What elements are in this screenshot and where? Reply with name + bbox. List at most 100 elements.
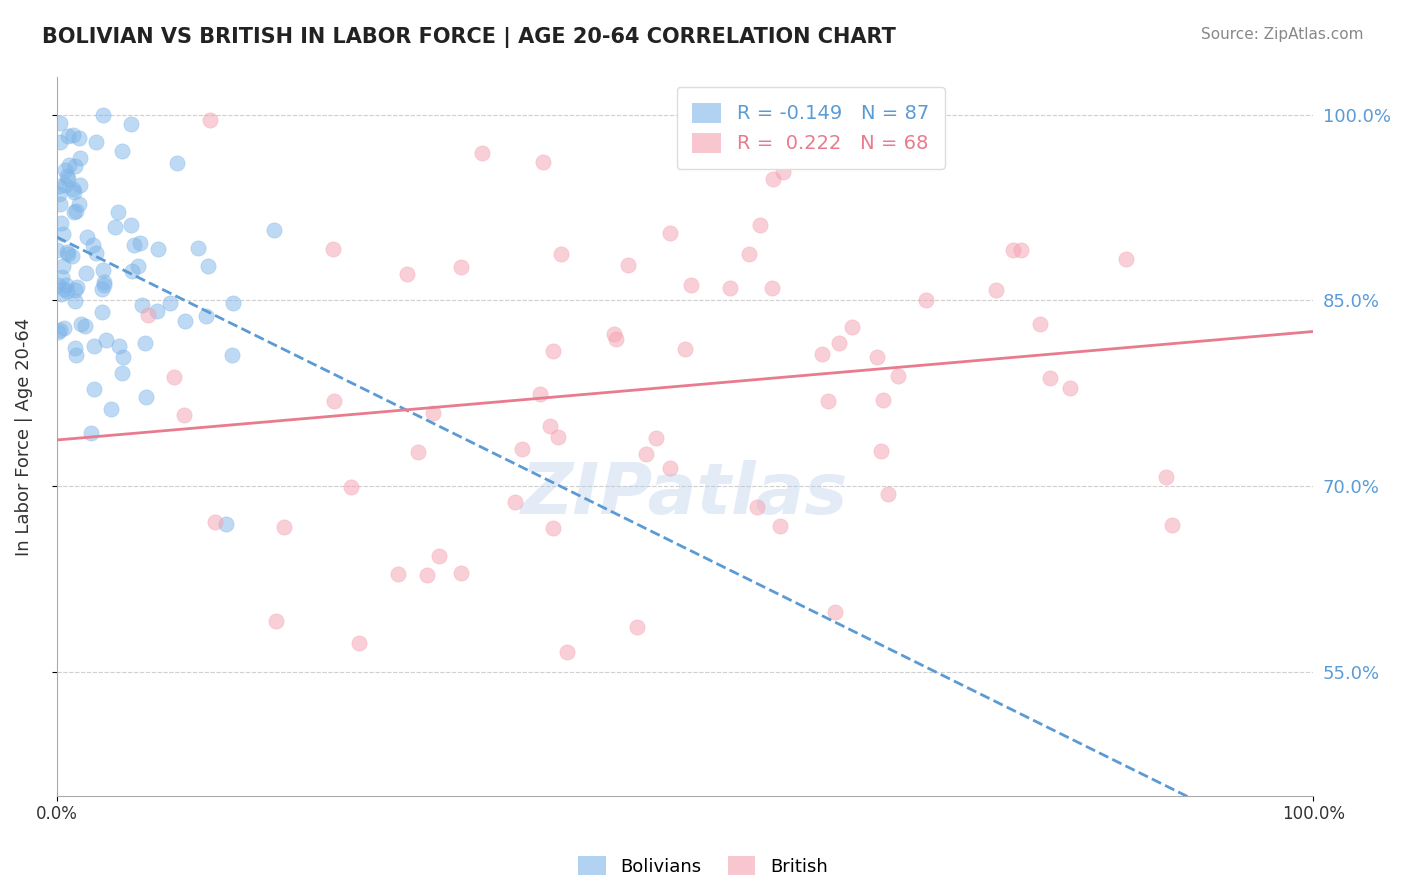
Point [322, 243, 344, 257]
Point [416, 568, 439, 582]
Point [111, 351, 134, 365]
Point [1156, 469, 1178, 483]
Point [1160, 518, 1182, 533]
Point [56, 129, 79, 144]
Point [46, 278, 69, 293]
Point [100, 401, 122, 416]
Point [422, 406, 444, 420]
Point [550, 247, 572, 261]
Point [163, 370, 186, 384]
Point [215, 516, 238, 531]
Point [204, 515, 226, 529]
Point [66, 279, 89, 293]
Point [91, 107, 114, 121]
Point [51, 269, 73, 284]
Point [52, 259, 75, 273]
Point [387, 566, 409, 581]
Point [748, 218, 770, 232]
Legend: R = -0.149   N = 87, R =  0.222   N = 68: R = -0.149 N = 87, R = 0.222 N = 68 [676, 87, 945, 169]
Text: ZIPatlas: ZIPatlas [522, 459, 849, 529]
Point [1029, 317, 1052, 331]
Text: Source: ZipAtlas.com: Source: ZipAtlas.com [1201, 27, 1364, 42]
Point [70, 317, 93, 331]
Point [340, 480, 363, 494]
Point [529, 387, 551, 401]
Point [828, 335, 851, 350]
Point [82, 238, 104, 252]
Point [747, 500, 769, 514]
Point [80, 426, 103, 441]
Point [120, 117, 142, 131]
Point [984, 283, 1007, 297]
Point [173, 314, 195, 328]
Point [772, 165, 794, 179]
Point [505, 494, 527, 508]
Point [841, 320, 863, 334]
Point [76, 230, 98, 244]
Point [73, 318, 96, 333]
Point [53, 321, 76, 335]
Point [450, 566, 472, 580]
Point [122, 237, 145, 252]
Point [811, 347, 834, 361]
Point [67, 196, 90, 211]
Point [53, 178, 76, 192]
Point [84, 135, 107, 149]
Point [49, 197, 72, 211]
Point [471, 145, 494, 160]
Point [53, 282, 76, 296]
Point [555, 645, 578, 659]
Point [69, 178, 91, 193]
Point [121, 263, 143, 277]
Point [127, 259, 149, 273]
Point [107, 339, 129, 353]
Point [90, 282, 112, 296]
Point [55, 277, 77, 292]
Point [56, 247, 79, 261]
Point [658, 226, 681, 240]
Point [136, 308, 159, 322]
Text: BOLIVIAN VS BRITISH IN LABOR FORCE | AGE 20-64 CORRELATION CHART: BOLIVIAN VS BRITISH IN LABOR FORCE | AGE… [42, 27, 896, 48]
Point [93, 278, 115, 293]
Point [91, 262, 114, 277]
Point [103, 220, 125, 235]
Point [83, 339, 105, 353]
Point [51, 216, 73, 230]
Point [547, 430, 569, 444]
Point [146, 242, 169, 256]
Point [222, 296, 245, 310]
Point [62, 128, 84, 142]
Point [626, 620, 648, 634]
Point [602, 327, 624, 342]
Point [63, 185, 86, 199]
Point [323, 393, 346, 408]
Point [264, 614, 287, 628]
Point [56, 284, 79, 298]
Point [65, 159, 87, 173]
Point [65, 203, 87, 218]
Point [53, 162, 76, 177]
Point [56, 244, 79, 259]
Point [83, 382, 105, 396]
Point [395, 267, 418, 281]
Point [48, 116, 70, 130]
Point [62, 182, 84, 196]
Point [63, 283, 86, 297]
Point [538, 418, 561, 433]
Point [65, 341, 87, 355]
Point [52, 227, 75, 241]
Point [173, 408, 195, 422]
Point [48, 186, 70, 201]
Point [263, 223, 285, 237]
Point [145, 304, 167, 318]
Point [65, 348, 87, 362]
Point [55, 169, 77, 183]
Point [1115, 252, 1137, 266]
Point [1059, 381, 1081, 395]
Point [91, 305, 114, 319]
Point [120, 218, 142, 232]
Point [63, 205, 86, 219]
Point [887, 368, 910, 383]
Point [877, 487, 900, 501]
Point [658, 461, 681, 475]
